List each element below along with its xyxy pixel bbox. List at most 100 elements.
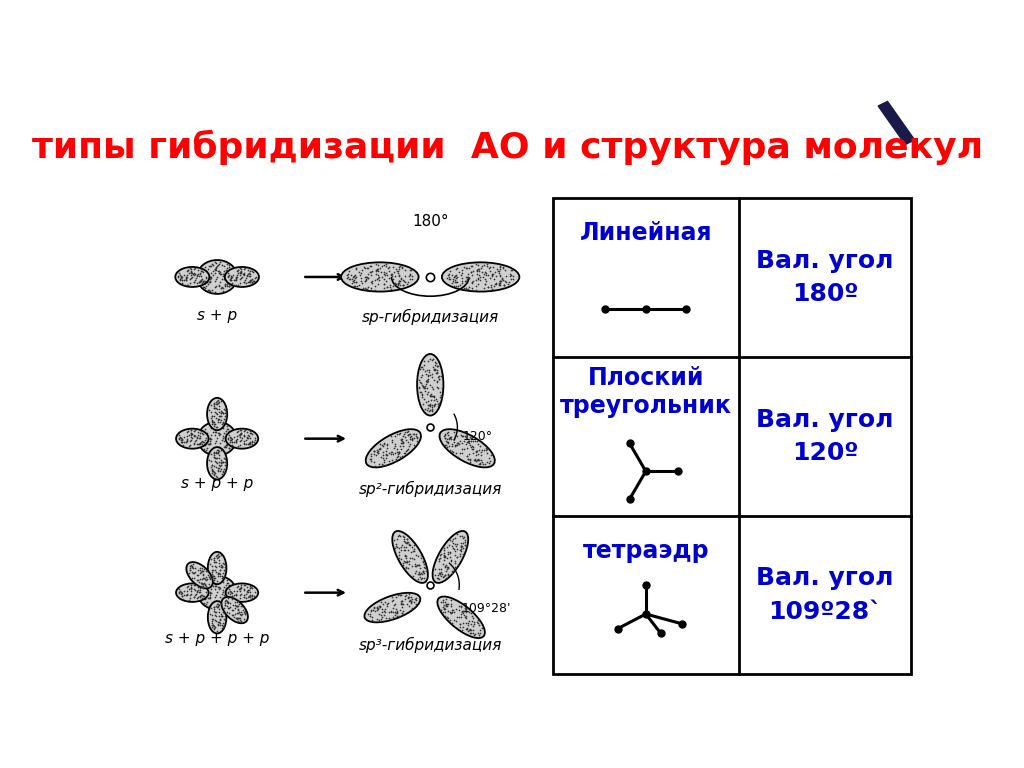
Point — [469, 454, 485, 466]
Point — [219, 578, 236, 590]
Point — [182, 435, 199, 447]
Point — [213, 598, 229, 611]
Point — [208, 470, 224, 482]
Point — [431, 370, 447, 382]
Point — [373, 612, 389, 624]
Point — [444, 446, 461, 458]
Point — [451, 438, 467, 450]
Point — [224, 608, 241, 621]
Point — [379, 597, 395, 609]
Point — [223, 586, 240, 598]
Point — [241, 432, 257, 444]
Point — [202, 586, 218, 598]
Point — [475, 458, 492, 470]
Point — [212, 617, 228, 629]
Point — [420, 355, 436, 367]
Point — [203, 266, 219, 279]
Point — [438, 439, 455, 452]
Point — [230, 440, 247, 452]
Point — [362, 260, 379, 273]
Point — [188, 588, 205, 600]
Point — [391, 270, 408, 283]
Point — [209, 576, 225, 588]
Point — [181, 429, 198, 441]
Point — [180, 594, 197, 606]
Point — [208, 566, 224, 578]
Point — [472, 273, 488, 286]
Point — [471, 269, 487, 281]
Point — [208, 423, 224, 435]
Point — [183, 272, 200, 284]
Point — [220, 266, 237, 279]
Point — [224, 587, 241, 599]
Point — [208, 447, 224, 459]
Point — [386, 455, 402, 467]
Point — [206, 572, 222, 584]
Point — [183, 263, 200, 275]
Point — [382, 280, 398, 292]
Point — [456, 609, 472, 621]
Point — [386, 439, 402, 452]
Point — [458, 271, 474, 283]
Point — [216, 589, 232, 601]
Point — [207, 560, 223, 572]
Point — [237, 613, 253, 625]
Point — [183, 581, 200, 594]
Point — [203, 583, 219, 595]
Point — [219, 423, 236, 435]
Point — [211, 606, 227, 618]
Point — [436, 568, 453, 581]
Point — [170, 585, 186, 598]
Point — [416, 359, 432, 371]
Point — [207, 571, 223, 584]
Point — [421, 363, 437, 376]
Point — [207, 257, 223, 269]
Point — [410, 573, 426, 585]
Point — [227, 273, 244, 286]
Point — [218, 442, 234, 454]
Point — [221, 425, 238, 437]
Point — [214, 610, 230, 622]
Point — [212, 564, 228, 577]
Point — [179, 426, 196, 439]
Point — [470, 448, 486, 460]
Point — [206, 623, 222, 635]
Point — [220, 432, 237, 445]
Text: 180°: 180° — [412, 214, 449, 229]
Point — [440, 429, 457, 441]
Point — [408, 549, 424, 561]
Point — [189, 586, 206, 598]
Point — [364, 448, 380, 460]
Point — [238, 439, 254, 451]
Point — [242, 591, 258, 604]
Point — [230, 594, 247, 606]
Point — [443, 269, 460, 281]
Point — [210, 427, 226, 439]
Point — [369, 444, 385, 456]
Point — [204, 258, 220, 270]
Point — [226, 599, 243, 611]
Point — [472, 440, 488, 452]
Point — [211, 561, 227, 573]
Point — [208, 452, 224, 464]
Point — [394, 530, 411, 542]
Point — [236, 263, 252, 275]
Point — [474, 260, 490, 273]
Point — [231, 280, 248, 292]
Point — [444, 276, 461, 289]
Point — [404, 545, 421, 558]
Point — [242, 585, 258, 598]
Point — [211, 279, 227, 291]
Point — [210, 567, 226, 579]
Point — [208, 273, 224, 285]
Point — [428, 366, 444, 379]
Point — [224, 439, 241, 452]
Point — [203, 399, 219, 411]
Point — [194, 265, 210, 277]
Point — [387, 438, 403, 450]
Point — [242, 432, 258, 444]
Point — [219, 574, 236, 586]
Point — [444, 273, 461, 286]
Point — [174, 590, 190, 602]
Point — [387, 608, 403, 621]
